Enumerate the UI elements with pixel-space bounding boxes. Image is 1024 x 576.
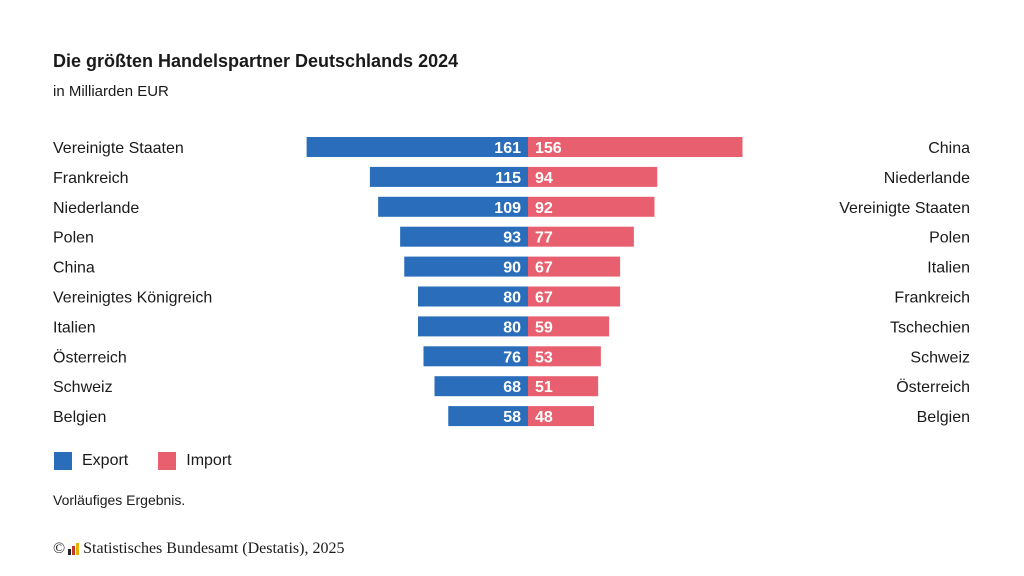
import-swatch <box>158 452 177 470</box>
export-value-label: 109 <box>494 200 521 217</box>
import-category-label: Österreich <box>896 378 970 396</box>
import-bar <box>528 226 634 247</box>
import-category-label: Niederlande <box>884 170 970 187</box>
import-bar <box>528 316 610 337</box>
import-category-label: Schweiz <box>910 349 970 366</box>
legend-import-label: Import <box>186 452 232 469</box>
import-bar <box>528 256 621 277</box>
copyright-symbol: © <box>53 540 66 557</box>
export-category-label: Vereinigtes Königreich <box>53 290 212 307</box>
legend-export-label: Export <box>82 452 129 469</box>
import-value-label: 48 <box>535 409 553 426</box>
import-category-label: Belgien <box>917 409 970 426</box>
import-bar <box>528 346 601 367</box>
import-value-label: 51 <box>535 379 553 396</box>
export-bar <box>306 137 528 157</box>
destatis-logo-icon <box>68 543 80 555</box>
export-value-label: 80 <box>503 319 521 336</box>
export-category-label: Belgien <box>53 409 106 426</box>
import-value-label: 59 <box>535 319 553 336</box>
export-bar <box>369 166 528 187</box>
export-value-label: 90 <box>503 260 521 277</box>
export-value-label: 68 <box>503 379 521 396</box>
import-value-label: 67 <box>535 260 553 277</box>
import-bar <box>528 166 658 187</box>
import-bar <box>528 376 599 397</box>
export-category-label: Frankreich <box>53 170 129 187</box>
export-category-label: Niederlande <box>53 200 139 217</box>
chart-subtitle: in Milliarden EUR <box>53 83 169 100</box>
export-bar <box>434 376 528 397</box>
export-value-label: 80 <box>503 290 521 307</box>
export-bar <box>400 226 528 247</box>
import-bar <box>528 137 743 157</box>
export-bar <box>423 346 528 367</box>
source-credit: © Statistisches Bundesamt (Destatis), 20… <box>53 540 344 558</box>
import-value-label: 77 <box>535 230 553 247</box>
import-bar <box>528 286 621 307</box>
export-bar <box>418 316 528 337</box>
export-category-label: Schweiz <box>53 379 113 396</box>
export-category-label: Italien <box>53 319 96 336</box>
import-bar <box>528 406 594 427</box>
import-bar <box>528 196 655 217</box>
export-value-label: 58 <box>503 409 521 426</box>
import-category-label: China <box>928 140 970 157</box>
import-value-label: 53 <box>535 349 553 366</box>
import-value-label: 67 <box>535 290 553 307</box>
import-value-label: 156 <box>535 140 562 157</box>
export-value-label: 93 <box>503 230 521 247</box>
legend-import: Import <box>158 452 232 470</box>
legend: Export Import <box>54 452 262 470</box>
footnote: Vorläufiges Ergebnis. <box>53 492 186 508</box>
export-bar <box>448 406 528 427</box>
legend-export: Export <box>54 452 128 470</box>
export-value-label: 115 <box>495 170 521 187</box>
export-bar <box>378 196 528 217</box>
import-value-label: 92 <box>535 200 553 217</box>
import-category-label: Italien <box>927 260 970 277</box>
credit-text: Statistisches Bundesamt (Destatis), 2025 <box>83 540 345 557</box>
chart-title: Die größten Handelspartner Deutschlands … <box>53 51 459 71</box>
export-category-label: Polen <box>53 230 94 247</box>
export-value-label: 161 <box>494 140 521 157</box>
export-bar <box>404 256 528 277</box>
export-bar <box>418 286 528 307</box>
import-value-label: 94 <box>535 170 553 187</box>
export-category-label: Vereinigte Staaten <box>53 140 184 157</box>
export-category-label: China <box>53 260 95 277</box>
export-category-label: Österreich <box>53 348 127 366</box>
import-category-label: Frankreich <box>894 290 970 307</box>
import-category-label: Vereinigte Staaten <box>839 200 970 217</box>
import-category-label: Tschechien <box>890 319 970 336</box>
export-value-label: 76 <box>503 349 521 366</box>
import-category-label: Polen <box>929 230 970 247</box>
export-swatch <box>54 452 72 470</box>
